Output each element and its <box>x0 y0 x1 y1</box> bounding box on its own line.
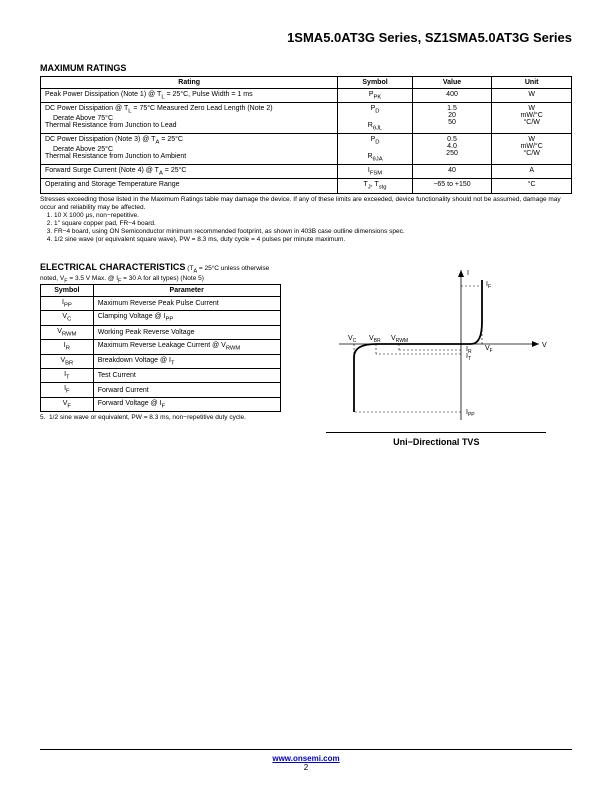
col-rating: Rating <box>41 77 338 89</box>
note-5: 5. 1/2 sine wave or equivalent, PW = 8.3… <box>40 414 281 422</box>
page-footer: www.onsemi.com 2 <box>0 749 612 772</box>
axis-v-label: V <box>542 342 547 349</box>
table-row: IRMaximum Reverse Leakage Current @ VRWM <box>41 340 281 354</box>
svg-text:VRWM: VRWM <box>391 335 408 344</box>
col-symbol: Symbol <box>41 285 94 297</box>
table-row: Operating and Storage Temperature RangeT… <box>41 179 572 193</box>
table-row: Peak Power Dissipation (Note 1) @ TL = 2… <box>41 89 572 103</box>
table-row: IPPMaximum Reverse Peak Pulse Current <box>41 297 281 311</box>
elec-table: Symbol Parameter IPPMaximum Reverse Peak… <box>40 284 281 412</box>
table-row: ITTest Current <box>41 369 281 383</box>
elec-heading-line: ELECTRICAL CHARACTERISTICS (TA = 25°C un… <box>40 262 281 284</box>
table-row: Forward Surge Current (Note 4) @ TA = 25… <box>41 164 572 178</box>
svg-text:VF: VF <box>485 345 493 354</box>
table-row: VRWMWorking Peak Reverse Voltage <box>41 325 281 339</box>
diagram-caption: Uni−Directional TVS <box>301 437 572 447</box>
axis-i-label: I <box>467 270 469 277</box>
page-number: 2 <box>304 763 308 772</box>
svg-text:VC: VC <box>348 335 357 344</box>
note-item: 10 X 1000 μs, non−repetitive. <box>54 212 572 220</box>
table-row: VCClamping Voltage @ IPP <box>41 311 281 325</box>
table-row: DC Power Dissipation @ TL = 75°C Measure… <box>41 103 572 134</box>
max-ratings-table: Rating Symbol Value Unit Peak Power Diss… <box>40 76 572 194</box>
note-item: 1/2 sine wave (or equivalent square wave… <box>54 236 572 244</box>
col-symbol: Symbol <box>338 77 412 89</box>
page-title: 1SMA5.0AT3G Series, SZ1SMA5.0AT3G Series <box>40 30 572 45</box>
col-parameter: Parameter <box>93 285 280 297</box>
svg-text:VBR: VBR <box>369 335 381 344</box>
col-value: Value <box>412 77 492 89</box>
svg-text:IF: IF <box>486 281 491 290</box>
note-item: FR−4 board, using ON Semiconductor minim… <box>54 228 572 236</box>
svg-text:IPP: IPP <box>466 409 475 418</box>
note-item: 1″ square copper pad, FR−4 board. <box>54 220 572 228</box>
table-row: IFForward Current <box>41 383 281 397</box>
col-unit: Unit <box>492 77 572 89</box>
table-row: VFForward Voltage @ IF <box>41 397 281 411</box>
table-row: VBRBreakdown Voltage @ IT <box>41 354 281 368</box>
max-ratings-heading: MAXIMUM RATINGS <box>40 63 572 73</box>
elec-heading: ELECTRICAL CHARACTERISTICS <box>40 262 185 272</box>
notes-list: 10 X 1000 μs, non−repetitive.1″ square c… <box>40 212 572 245</box>
stress-footnote: Stresses exceeding those listed in the M… <box>40 196 572 212</box>
tvs-diagram: I V VC VBR VRWM IF IR <box>321 262 551 427</box>
table-row: DC Power Dissipation (Note 3) @ TA = 25°… <box>41 134 572 165</box>
footer-link[interactable]: www.onsemi.com <box>272 754 339 763</box>
